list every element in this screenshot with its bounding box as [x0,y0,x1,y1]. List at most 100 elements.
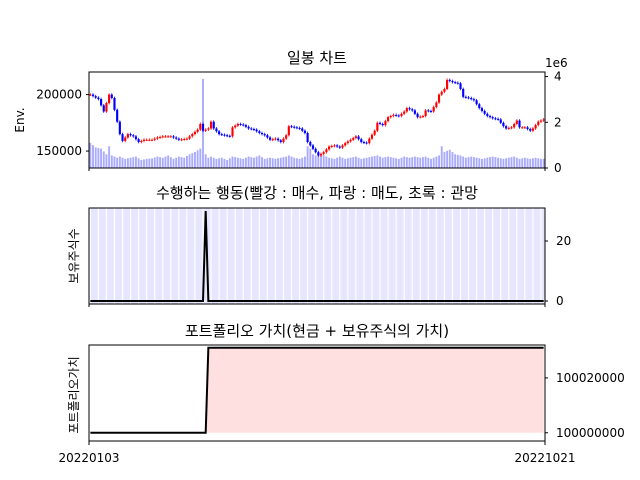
holdings-tick-label: 0 [556,294,564,308]
candle-body [322,152,325,154]
candle-body [303,130,307,133]
volume-bar [261,157,263,168]
volume-bar [126,158,129,168]
candle-body [244,125,247,127]
candle-body [499,119,502,123]
volume-bar [336,157,339,168]
volume-bar [515,157,518,168]
volume-bar [502,158,505,168]
volume-bar [156,156,159,168]
price-tick-label: 150000 [36,144,82,158]
candle-body [387,117,390,122]
volume-bar [285,156,288,168]
volume-bar [196,150,199,168]
volume-bar [443,152,446,168]
action-plot-frame [88,207,546,305]
price-axis-label: Env. [13,107,27,132]
volume-bar [309,148,312,168]
candle-body [102,105,105,112]
volume-bar [526,158,529,168]
volume-bar [333,158,336,168]
candle-body [539,120,543,122]
volume-bar [132,157,135,168]
volume-bar [94,147,97,168]
volume-bar [376,155,379,168]
candle-body [384,121,387,126]
candle-body [328,146,331,150]
portfolio-fill-area [90,347,544,433]
volume-bar [263,158,266,168]
candle-body [472,99,475,101]
candle-body [357,136,360,140]
volume-bar [298,158,301,168]
volume-bar [384,157,387,168]
candle-body [459,83,462,89]
portfolio-chart-title: 포트폴리오 가치(현금 + 보유주식의 가치) [185,322,449,340]
candle-body [448,79,451,82]
candle-body [491,117,494,119]
candle-body [252,129,256,131]
volume-bar [277,158,280,168]
volume-bar [400,157,403,168]
candle-body [306,132,309,143]
volume-bar [135,156,137,168]
candle-body [118,121,121,135]
volume-bar [354,156,357,168]
volume-bar [161,157,164,168]
x-tick-label-end: 20221021 [514,451,575,465]
candle-body [395,114,398,116]
candle-body [209,121,213,129]
volume-bar [242,158,245,168]
candle-body [344,143,347,146]
candle-body [258,131,261,133]
volume-bar [322,155,325,168]
candle-body [381,123,384,126]
volume-bar [148,158,151,168]
volume-bar [218,158,221,168]
candle-body [161,136,164,138]
portfolio-plot-frame [88,344,546,442]
candle-body [100,99,103,106]
volume-bar [244,157,247,168]
candle-body [159,136,162,138]
volume-bar [451,152,454,168]
volume-bar [169,157,172,168]
candle-body [427,110,430,112]
candle-body [424,110,427,117]
candle-body [454,82,457,84]
volume-bar [234,157,237,168]
volume-bar [424,156,427,168]
candle-body [250,128,253,130]
volume-bar [188,154,191,168]
candle-body [228,135,231,137]
volume-bar [346,158,349,168]
volume-bar [303,156,306,168]
candle-body [397,115,400,117]
candle-body [437,94,441,103]
volume-bar [295,158,298,168]
volume-tick-label: 4 [554,70,562,84]
portfolio-panel: 포트폴리오 가치(현금 + 보유주식의 가치) 100000000 1000200… [58,322,624,465]
volume-bar [121,157,124,168]
candle-body [132,135,135,137]
volume-bar [435,156,438,168]
candle-body [360,139,363,143]
volume-bar [470,156,473,168]
volume-bar [258,155,261,168]
candle-body [150,139,154,141]
volume-bar [481,158,483,168]
volume-bar [175,157,178,168]
candle-body [470,97,473,100]
volume-axis-offset-label: 1e6 [545,56,568,70]
candle-body [480,108,484,111]
volume-bar [405,157,408,168]
candle-body [183,139,186,141]
volume-bar [397,158,400,168]
portfolio-tick-label: 100020000 [556,371,625,385]
action-chart-title: 수행하는 행동(빨강 : 매수, 파랑 : 매도, 초록 : 관망 [156,184,478,202]
volume-tick-label: 0 [554,161,562,175]
candle-body [529,129,532,131]
volume-bar [403,156,406,168]
candle-body [475,100,478,105]
candle-body [521,127,524,129]
